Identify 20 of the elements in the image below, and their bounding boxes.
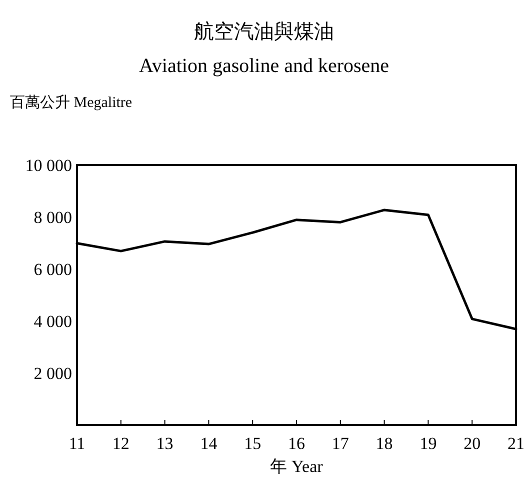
- y-tick-label: 2 000: [34, 364, 72, 383]
- y-tick-label: 10 000: [25, 156, 72, 175]
- x-tick-label: 16: [288, 434, 305, 453]
- x-axis-title: 年 Year: [270, 457, 324, 476]
- x-tick-label: 21: [508, 434, 524, 453]
- x-tick-label: 11: [68, 434, 86, 453]
- x-tick-label: 19: [420, 434, 437, 453]
- chart-subtitle: Aviation gasoline and kerosene: [138, 55, 390, 77]
- y-tick-label: 4 000: [34, 312, 72, 331]
- x-tick-label: 17: [332, 434, 350, 453]
- y-tick-label: 8 000: [34, 208, 72, 227]
- x-tick-label: 12: [112, 434, 130, 453]
- x-tick-label: 15: [244, 434, 262, 453]
- x-tick-label: 13: [156, 434, 174, 453]
- x-tick-label: 20: [464, 434, 481, 453]
- y-tick-label: 6 000: [34, 260, 72, 279]
- x-tick-label: 14: [200, 434, 218, 453]
- y-axis-title: 百萬公升 Megalitre: [10, 94, 132, 111]
- x-tick-label: 18: [376, 434, 393, 453]
- chart-title: 航空汽油與煤油: [194, 21, 334, 43]
